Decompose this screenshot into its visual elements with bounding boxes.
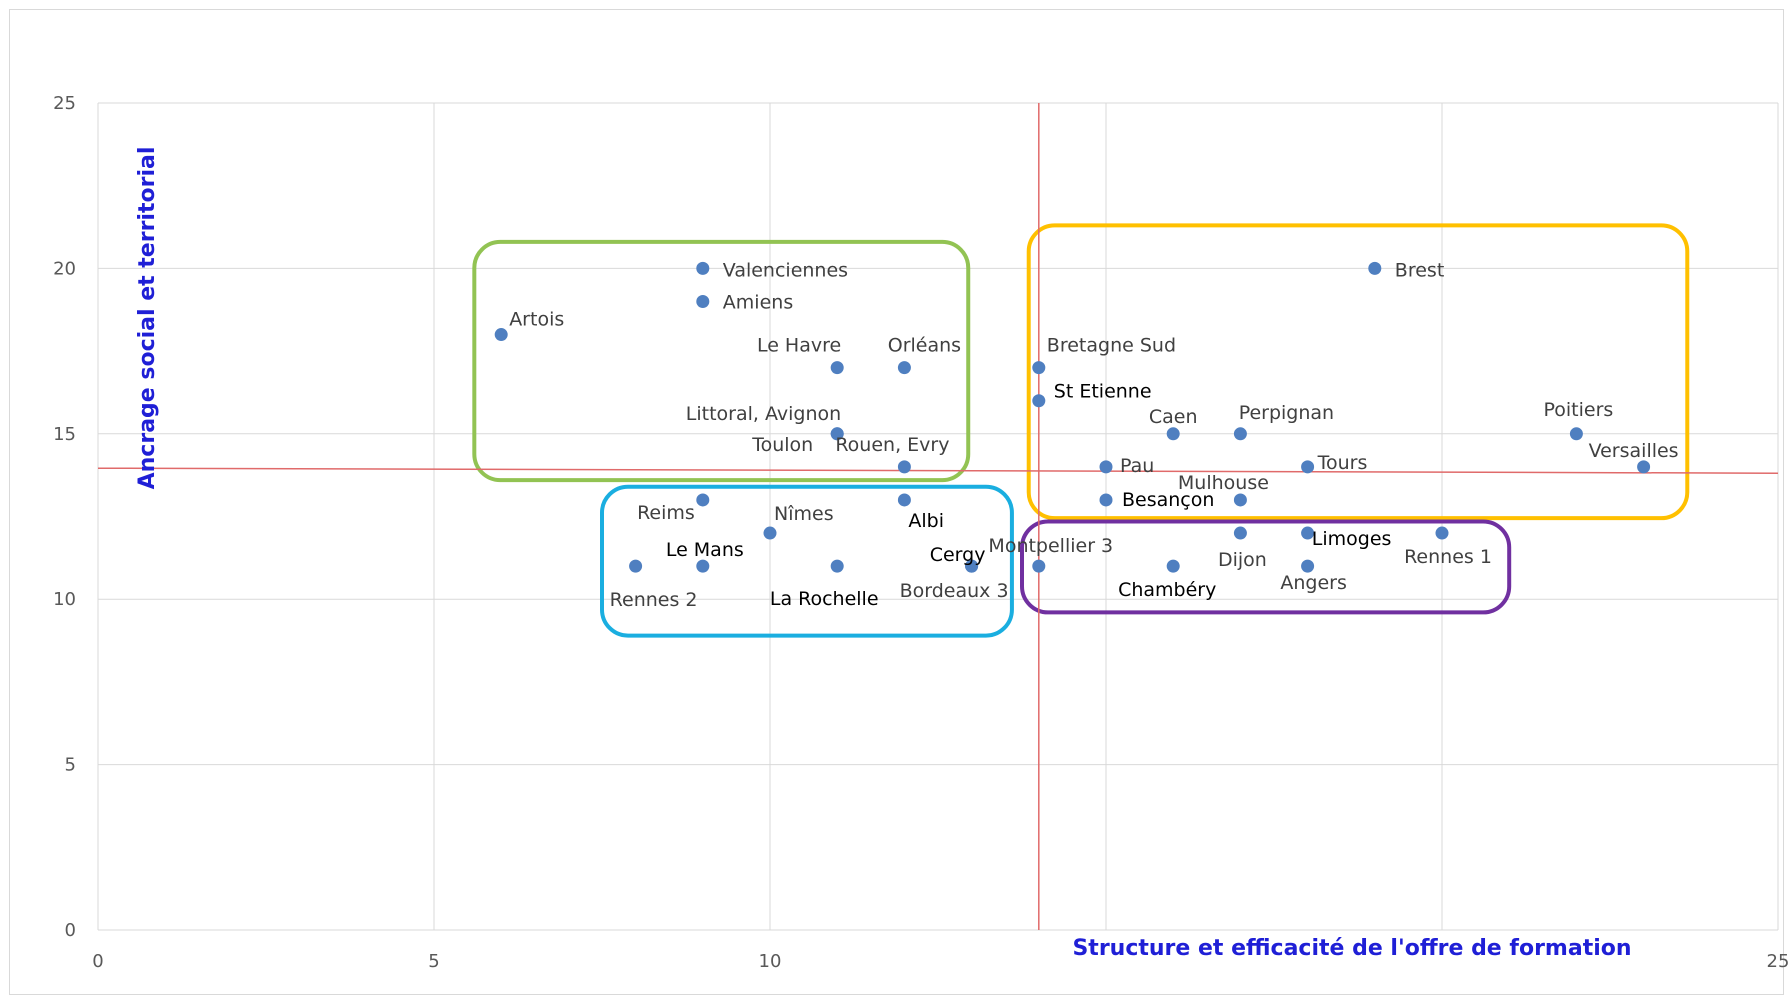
point-label: Tours: [1317, 452, 1368, 474]
data-point: [1569, 427, 1583, 441]
data-point: [629, 559, 643, 573]
data-point: [1032, 361, 1046, 375]
point-label: Reims: [637, 502, 695, 524]
point-label: Littoral, Avignon: [686, 403, 841, 425]
point-label: Pau: [1120, 455, 1154, 477]
y-tick-label: 20: [53, 258, 76, 279]
point-label: Limoges: [1312, 528, 1392, 550]
data-point: [1099, 460, 1113, 474]
point-label: Albi: [908, 510, 944, 532]
point-label: Valenciennes: [723, 259, 848, 281]
y-tick-labels: 0 5 10 15 20 25: [53, 93, 76, 941]
point-label: Besançon: [1122, 489, 1214, 511]
y-tick-label: 0: [65, 920, 76, 941]
point-label: Montpellier 3: [988, 535, 1113, 557]
point-label: Mulhouse: [1178, 472, 1269, 494]
data-point: [830, 559, 844, 573]
data-point: [1099, 493, 1113, 507]
x-tick-label: 5: [428, 951, 439, 972]
point-label: Rouen, Evry: [835, 434, 949, 456]
point-label: Bordeaux 3: [900, 580, 1009, 602]
data-point: [1368, 261, 1382, 275]
data-point: [696, 559, 710, 573]
data-point: [830, 361, 844, 375]
point-label: Amiens: [723, 291, 793, 313]
y-tick-label: 15: [53, 424, 76, 445]
group-box: [1020, 519, 1512, 615]
point-label: La Rochelle: [770, 588, 879, 610]
data-point: [763, 526, 777, 540]
data-point: [1166, 427, 1180, 441]
data-point: [1301, 526, 1315, 540]
point-label: Caen: [1149, 406, 1198, 428]
point-label: Angers: [1280, 572, 1347, 594]
point-label: Perpignan: [1239, 402, 1334, 424]
point-label: Rennes 1: [1404, 546, 1492, 568]
data-point: [1637, 460, 1651, 474]
group-box: [600, 484, 1014, 638]
point-label: Orléans: [888, 335, 961, 357]
y-tick-label: 10: [53, 589, 76, 610]
data-point: [897, 460, 911, 474]
group-boxes: [472, 223, 1690, 638]
data-point: [696, 261, 710, 275]
data-point: [1301, 460, 1315, 474]
data-point: [1233, 526, 1247, 540]
point-label: St Etienne: [1054, 381, 1152, 403]
x-tick-label: 10: [759, 951, 782, 972]
y-tick-label: 25: [53, 93, 76, 114]
point-label: Bretagne Sud: [1047, 335, 1176, 357]
point-label: Brest: [1395, 259, 1444, 281]
data-point: [1032, 559, 1046, 573]
point-label: Chambéry: [1118, 579, 1216, 601]
data-point: [1301, 559, 1315, 573]
point-label: Dijon: [1218, 549, 1267, 571]
point-label: Rennes 2: [610, 589, 698, 611]
data-point: [1166, 559, 1180, 573]
data-point: [696, 294, 710, 308]
point-label: Poitiers: [1543, 399, 1613, 421]
data-point: [830, 427, 844, 441]
y-axis-title: Ancrage social et territorial: [135, 147, 160, 490]
x-axis-title: Structure et efficacité de l'offre de fo…: [1072, 936, 1631, 961]
group-box: [472, 239, 971, 483]
point-label: Artois: [509, 309, 564, 331]
data-point: [1233, 427, 1247, 441]
point-label: Cergy: [930, 544, 986, 566]
data-point: [965, 559, 979, 573]
data-point: [1233, 493, 1247, 507]
point-label: Le Mans: [666, 539, 744, 561]
x-tick-label: 0: [92, 951, 103, 972]
data-point: [1435, 526, 1449, 540]
data-point: [696, 493, 710, 507]
x-tick-labels: 0 5 10 25: [92, 951, 1789, 972]
chart-frame: [9, 9, 1784, 995]
data-point: [494, 328, 508, 342]
data-point: [1032, 394, 1046, 408]
point-label: Nîmes: [774, 503, 834, 525]
quadrant-lines: [97, 103, 1779, 930]
x-tick-label: 25: [1767, 951, 1789, 972]
y-tick-label: 5: [65, 755, 76, 776]
point-label: Toulon: [751, 434, 813, 456]
point-labels: Valenciennes Amiens Artois Le Havre Orléans L…: [509, 259, 1678, 611]
data-point: [897, 493, 911, 507]
point-label: Versailles: [1589, 440, 1679, 462]
point-label: Le Havre: [757, 335, 841, 357]
data-point: [897, 361, 911, 375]
data-points: [494, 261, 1651, 573]
group-box: [1026, 223, 1690, 521]
horizontal-quadrant-line: [97, 467, 1779, 474]
